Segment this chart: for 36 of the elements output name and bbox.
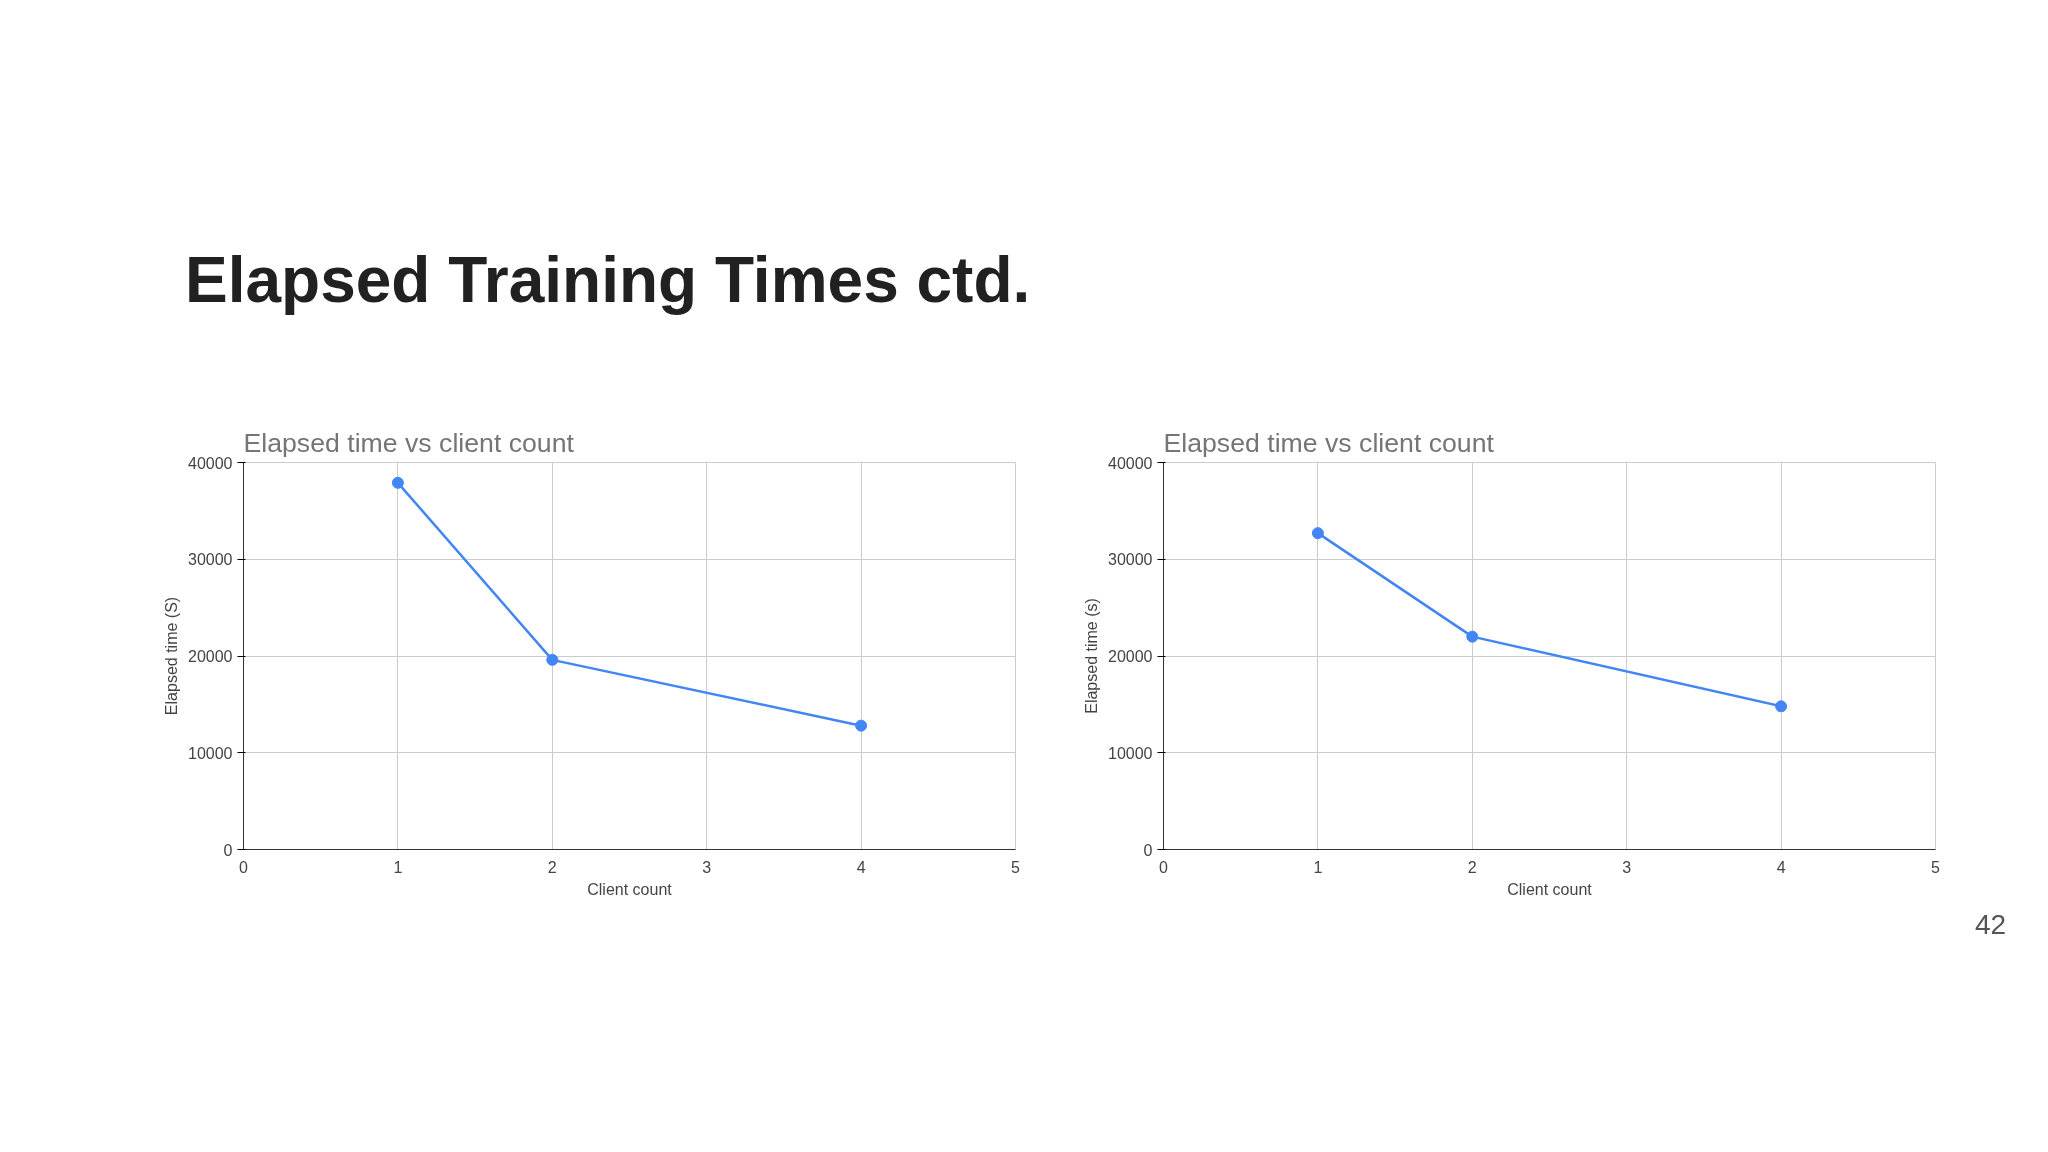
x-tick-label: 0 [1159,858,1169,876]
y-axis-title: Elapsed time (s) [1083,598,1101,714]
point [1775,700,1788,713]
y-tick-label: 20000 [188,648,233,665]
x-axis-title: Client count [587,880,673,898]
x-tick-label: 3 [1622,858,1632,876]
x-tick-label: 3 [702,858,712,876]
x-tick-label: 1 [393,858,403,876]
x-tick-label: 5 [1011,858,1021,876]
x-axis-title: Client count [1507,880,1593,898]
y-tick-label: 30000 [188,551,233,569]
x-tick-label: 1 [1313,858,1323,876]
x-tick-label: 2 [547,858,557,876]
x-tick-label: 2 [1467,858,1477,876]
point [391,476,404,489]
y-tick-label: 20000 [1108,648,1153,665]
point [855,719,868,732]
x-tick-label: 4 [1776,858,1786,876]
y-tick-label: 10000 [188,744,233,762]
point [1466,630,1479,643]
chart-title: Elapsed time vs client count [1163,427,1495,458]
y-tick-label: 0 [1143,841,1153,859]
y-tick-label: 0 [223,841,233,859]
point [546,653,559,666]
point [1311,527,1324,540]
y-tick-label: 10000 [1108,744,1153,762]
text: 42 [1975,908,2007,942]
x-tick-label: 5 [1931,858,1941,876]
y-tick-label: 30000 [1108,551,1153,569]
x-tick-label: 4 [856,858,866,876]
text: Elapsed Training Times ctd. [185,243,1031,318]
y-tick-label: 40000 [1108,454,1153,472]
x-tick-label: 0 [239,858,249,876]
y-tick-label: 40000 [188,454,233,472]
y-axis-title: Elapsed time (S) [163,596,181,716]
chart-title: Elapsed time vs client count [243,427,575,458]
